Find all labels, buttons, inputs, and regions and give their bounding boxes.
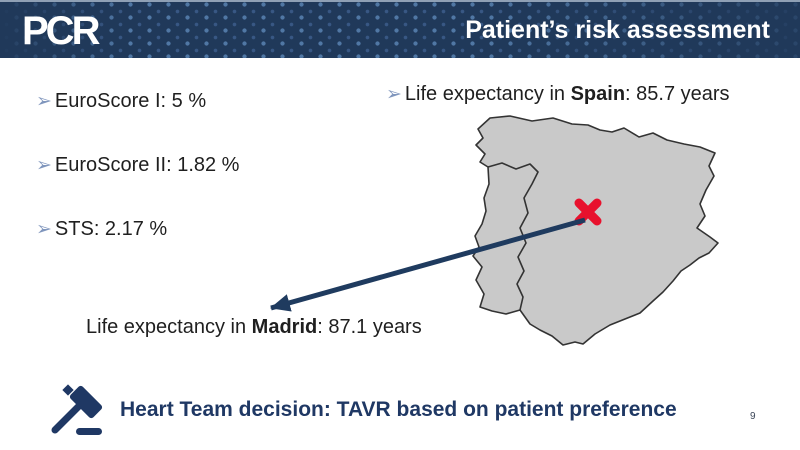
madrid-suffix: : 87.1 years	[317, 316, 422, 338]
madrid-expectancy-line: Life expectancy in Madrid: 87.1 years	[86, 316, 422, 339]
madrid-bold: Madrid	[251, 316, 318, 338]
portugal-border	[487, 162, 539, 311]
arrow-bullet-icon: ➢	[36, 155, 52, 176]
slide-header: PCR Patient’s risk assessment	[0, 0, 800, 58]
iberian-peninsula-map	[472, 115, 719, 346]
heart-team-decision-text: Heart Team decision: TAVR based on patie…	[120, 398, 677, 421]
list-item-euroscore2: ➢ EuroScore II: 1.82 %	[36, 154, 239, 177]
arrow-bullet-icon: ➢	[36, 91, 52, 112]
spain-suffix: : 85.7 years	[625, 83, 730, 105]
gavel-icon	[51, 384, 103, 435]
sts-text: STS: 2.17 %	[54, 218, 168, 240]
spain-prefix: Life expectancy in	[404, 83, 571, 105]
madrid-x-marker-icon	[574, 198, 602, 226]
euroscore2-text: EuroScore II: 1.82 %	[54, 154, 240, 176]
list-item-sts: ➢ STS: 2.17 %	[36, 218, 239, 241]
list-item-euroscore1: ➢ EuroScore I: 5 %	[36, 90, 239, 113]
euroscore1-text: EuroScore I: 5 %	[54, 90, 207, 112]
spain-expectancy-line: ➢ Life expectancy in Spain: 85.7 years	[386, 83, 730, 106]
slide-title: Patient’s risk assessment	[465, 16, 770, 44]
madrid-pointer-arrow	[270, 217, 586, 312]
arrow-bullet-icon: ➢	[386, 84, 402, 105]
page-number: 9	[750, 411, 756, 422]
peninsula-outline	[472, 115, 719, 346]
pcr-logo: PCR	[22, 9, 100, 53]
spain-bold: Spain	[570, 83, 626, 105]
madrid-prefix: Life expectancy in	[86, 316, 252, 338]
spain-expectancy-text: Life expectancy in Spain: 85.7 years	[405, 83, 730, 106]
risk-score-list: ➢ EuroScore I: 5 % ➢ EuroScore II: 1.82 …	[36, 90, 239, 282]
arrow-bullet-icon: ➢	[36, 219, 52, 240]
